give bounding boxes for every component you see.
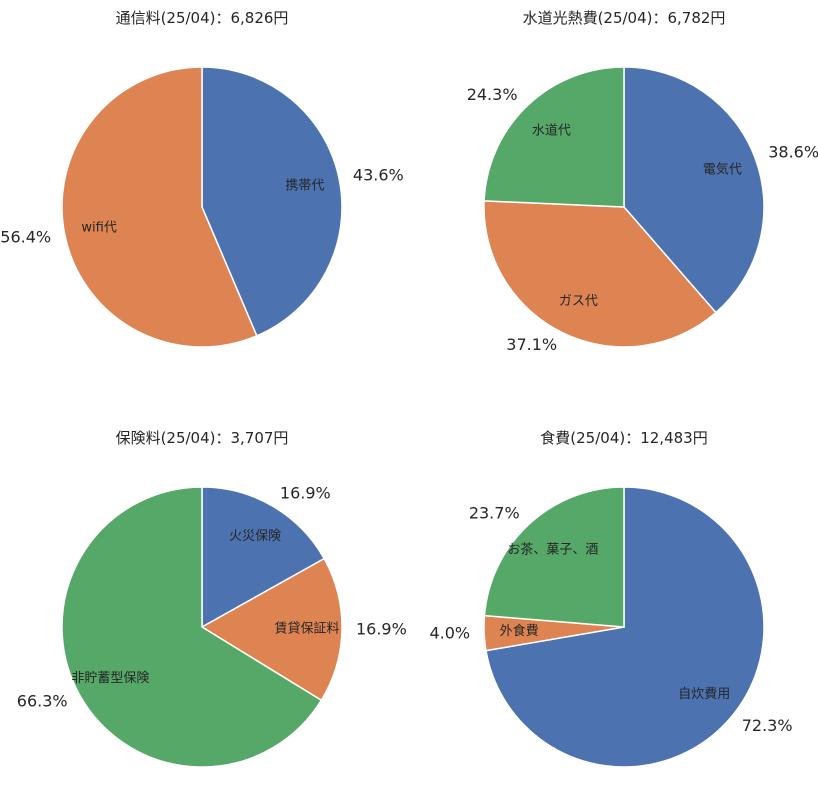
percent-label: 43.6% xyxy=(353,166,404,185)
pie-slice xyxy=(483,486,625,628)
pie-slice xyxy=(483,66,625,208)
pie-slice xyxy=(61,66,258,348)
chart-title: 水道光熱費(25/04)：6,782円 xyxy=(523,9,726,27)
pie-chart-utilities: 水道光熱費(25/04)：6,782円 38.6% 電気代 37.1% ガス代 24.3… xyxy=(467,9,818,354)
pie-chart-telecom: 通信料(25/04)：6,826円 43.6% 携帯代 56.4% wifi代 xyxy=(0,9,404,348)
percent-label: 23.7% xyxy=(469,503,520,522)
category-label: wifi代 xyxy=(81,220,116,235)
category-label: 火災保険 xyxy=(229,529,281,544)
category-label: お茶、菓子、酒 xyxy=(507,541,598,557)
percent-label: 38.6% xyxy=(768,143,818,162)
pie-chart-food: 食費(25/04)：12,483円 72.3% 自炊費用 4.0% 外食費 23.7% お… xyxy=(429,429,793,768)
pie-slice xyxy=(485,486,765,768)
category-label: 外食費 xyxy=(500,623,539,639)
percent-label: 37.1% xyxy=(506,335,557,354)
category-label: 賃貸保証料 xyxy=(274,621,339,637)
pie-slice xyxy=(61,486,323,768)
percent-label: 16.9% xyxy=(280,484,331,503)
percent-label: 16.9% xyxy=(356,620,407,639)
pie-slice xyxy=(623,66,765,314)
category-label: 携帯代 xyxy=(285,178,324,194)
pie-slice xyxy=(200,557,343,702)
category-label: 水道代 xyxy=(532,124,571,139)
chart-title: 通信料(25/04)：6,826円 xyxy=(116,9,289,27)
percent-label: 72.3% xyxy=(742,716,793,735)
category-label: 自炊費用 xyxy=(678,687,730,702)
pie-slice xyxy=(201,486,326,629)
pie-slice xyxy=(483,200,717,348)
category-label: 非貯蓄型保険 xyxy=(71,671,149,686)
category-label: 電気代 xyxy=(703,162,742,178)
category-label: ガス代 xyxy=(559,294,598,309)
pie-chart-insurance: 保険料(25/04)：3,707円 16.9% 火災保険 16.9% 賃貸保証料 66.… xyxy=(17,429,407,768)
percent-label: 56.4% xyxy=(0,227,51,246)
percent-label: 4.0% xyxy=(429,623,470,642)
percent-label: 24.3% xyxy=(467,85,518,104)
chart-title: 食費(25/04)：12,483円 xyxy=(540,429,707,447)
percent-label: 66.3% xyxy=(17,692,68,711)
pie-slice xyxy=(201,66,343,337)
chart-title: 保険料(25/04)：3,707円 xyxy=(116,429,289,447)
